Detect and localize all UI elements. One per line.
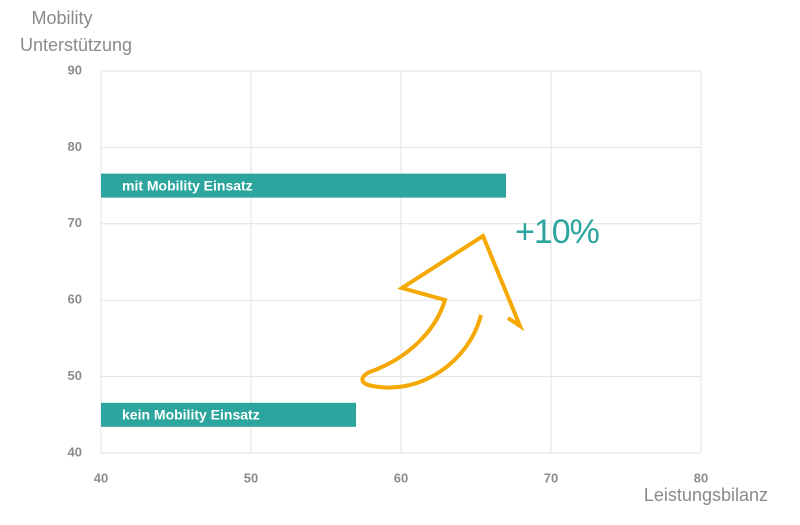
x-tick-label: 80 [694,470,708,485]
y-axis-label: Mobility [31,8,92,28]
x-axis-label: Leistungsbilanz [644,485,768,505]
x-tick-label: 40 [94,470,108,485]
y-tick-label: 60 [68,292,82,307]
arrow [360,233,525,390]
y-tick-label: 70 [68,215,82,230]
x-tick-label: 70 [544,470,558,485]
x-tick-label: 60 [394,470,408,485]
bar [101,402,356,427]
y-tick-label: 40 [68,444,82,459]
y-tick-label: 80 [68,139,82,154]
annotation: +10% [515,213,600,251]
x-tick-label: 50 [244,470,258,485]
y-tick-label: 90 [68,62,82,77]
y-axis-label: Unterstützung [20,35,132,55]
bar [101,173,506,198]
y-tick-label: 50 [68,368,82,383]
bar-label: kein Mobility Einsatz [122,407,260,423]
bar-label: mit Mobility Einsatz [122,177,253,193]
